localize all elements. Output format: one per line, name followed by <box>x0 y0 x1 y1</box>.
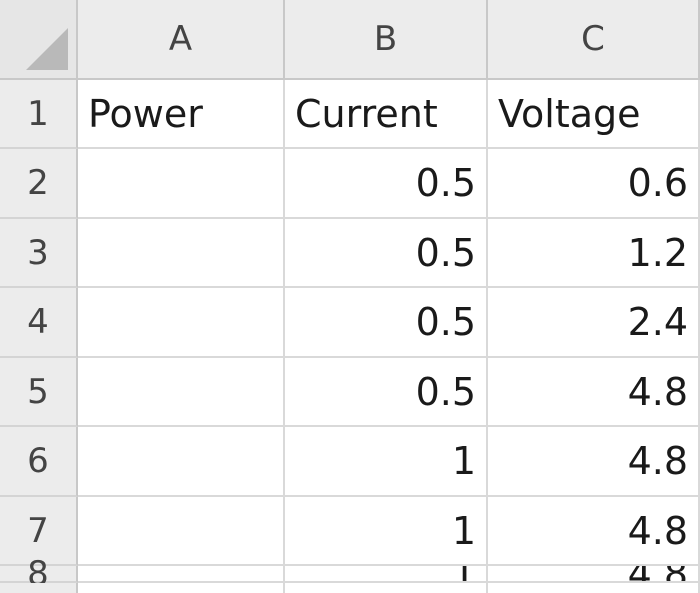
cell-a5[interactable] <box>78 358 285 427</box>
cell-b8[interactable]: 1 <box>285 566 488 583</box>
column-header-c[interactable]: C <box>488 0 700 80</box>
cell-b1[interactable]: Current <box>285 80 488 149</box>
cell-a7[interactable] <box>78 497 285 566</box>
cell-b7[interactable]: 1 <box>285 497 488 566</box>
row-header-1[interactable]: 1 <box>0 80 78 149</box>
cell-b6[interactable]: 1 <box>285 427 488 497</box>
row-header-4[interactable]: 4 <box>0 288 78 358</box>
cell-c2[interactable]: 0.6 <box>488 149 700 219</box>
cell-partial-a <box>78 583 285 593</box>
cell-c7[interactable]: 4.8 <box>488 497 700 566</box>
cell-c6[interactable]: 4.8 <box>488 427 700 497</box>
cell-b3[interactable]: 0.5 <box>285 219 488 288</box>
cell-a6[interactable] <box>78 427 285 497</box>
row-header-2[interactable]: 2 <box>0 149 78 219</box>
cell-b4[interactable]: 0.5 <box>285 288 488 358</box>
cell-partial-b <box>285 583 488 593</box>
column-header-a[interactable]: A <box>78 0 285 80</box>
cell-c3[interactable]: 1.2 <box>488 219 700 288</box>
cell-c4[interactable]: 2.4 <box>488 288 700 358</box>
cell-a3[interactable] <box>78 219 285 288</box>
cell-c5[interactable]: 4.8 <box>488 358 700 427</box>
row-header-7[interactable]: 7 <box>0 497 78 566</box>
cell-c1[interactable]: Voltage <box>488 80 700 149</box>
select-all-button[interactable] <box>0 0 78 80</box>
row-header-3[interactable]: 3 <box>0 219 78 288</box>
column-header-b[interactable]: B <box>285 0 488 80</box>
select-all-icon <box>26 28 68 70</box>
cell-c8[interactable]: 4.8 <box>488 566 700 583</box>
cell-a4[interactable] <box>78 288 285 358</box>
cell-a2[interactable] <box>78 149 285 219</box>
cell-b2[interactable]: 0.5 <box>285 149 488 219</box>
row-header-partial <box>0 583 78 593</box>
row-header-6[interactable]: 6 <box>0 427 78 497</box>
cell-partial-c <box>488 583 700 593</box>
row-header-5[interactable]: 5 <box>0 358 78 427</box>
cell-a1[interactable]: Power <box>78 80 285 149</box>
cell-a8[interactable] <box>78 566 285 583</box>
row-header-8[interactable]: 8 <box>0 554 78 593</box>
cell-b5[interactable]: 0.5 <box>285 358 488 427</box>
